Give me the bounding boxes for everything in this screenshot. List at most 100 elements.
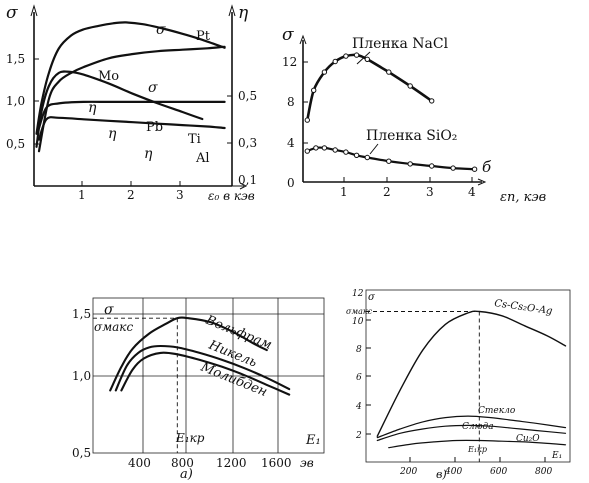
a1-label-pt-sigma: σ <box>156 22 166 38</box>
b2-curves <box>366 310 567 462</box>
a1-label-al-eta: η <box>144 146 153 162</box>
b1-x-arrow-head <box>477 178 487 186</box>
a1-label-pt: Pt <box>196 29 211 44</box>
b1-xtick-3: 4 <box>468 185 476 199</box>
a1-ytick-left-1: 1,0 <box>6 94 25 108</box>
b2-xlabel: E₁ <box>551 451 562 461</box>
b1-point-nacl-0 <box>304 117 310 123</box>
b2-ticks <box>366 319 546 462</box>
b1-point-sio2-1 <box>313 145 319 151</box>
b2-xtick-1: 400 <box>444 467 462 477</box>
a1-right-arrow-head <box>228 4 236 17</box>
b1-point-sio2-8 <box>407 161 413 167</box>
b1-curves <box>304 52 478 172</box>
b1-ytick-1: 4 <box>287 136 295 150</box>
b2-ekr-label: E₁кр <box>467 445 487 454</box>
a1-xtick-2: 3 <box>176 188 184 202</box>
a2-xunit: эв <box>300 456 314 470</box>
a2-ytick-1: 1,0 <box>72 369 91 383</box>
b1-point-sio2-5 <box>353 152 360 159</box>
chart-a2: 0,5 1,0 1,5 400 800 1200 1600 эв E₁ σ σм… <box>72 297 325 482</box>
b2-ytick-0: 2 <box>355 431 362 441</box>
b1-ticks <box>303 61 473 182</box>
b2-ylabel: σ <box>368 292 376 303</box>
a1-curve-al <box>37 116 226 141</box>
a2-xtick-3: 1600 <box>261 456 292 470</box>
chart-a1: σ η 0,5 1,0 1,5 0,1 0,3 0,5 1 2 3 ε₀ в к… <box>6 3 257 203</box>
a2-curve-molybdenum <box>120 351 291 396</box>
b2-ytick-5: 12 <box>352 289 364 299</box>
b1-panel-label: б <box>482 158 492 176</box>
a1-xtick-1: 2 <box>127 188 135 202</box>
b1-point-sio2-11 <box>471 166 478 172</box>
b2-curve-mica <box>376 424 567 442</box>
b1-label-sio2: Пленка SiO₂ <box>366 128 457 144</box>
b1-point-sio2-2 <box>321 145 328 151</box>
a2-xtick-0: 400 <box>128 456 151 470</box>
b1-leader-sio2 <box>369 143 379 155</box>
a2-ytick-0: 0,5 <box>72 446 91 460</box>
a1-curve-ti <box>37 100 226 130</box>
b2-label-mica: Слюда <box>462 422 494 432</box>
a2-label-molybdenum: Молибден <box>198 359 270 400</box>
a1-ytick-right-1: 0,3 <box>238 136 257 150</box>
b1-ylabel: σ <box>282 25 294 45</box>
a1-ticks <box>34 58 232 186</box>
a1-label-mo-sigma: σ <box>148 80 158 96</box>
a1-label-pb-eta: η <box>88 100 97 116</box>
a2-frame <box>92 297 325 454</box>
b1-point-nacl-8 <box>407 83 413 89</box>
b1-xtick-2: 3 <box>426 185 434 199</box>
a2-xtick-1: 800 <box>171 456 194 470</box>
a1-curve-pb <box>37 45 226 153</box>
a2-sigma-label: σ <box>104 302 114 318</box>
b1-point-nacl-1 <box>311 87 317 94</box>
a1-ylabel-right: η <box>238 3 249 23</box>
a1-ytick-left-0: 0,5 <box>6 137 25 151</box>
a1-label-al: Al <box>195 151 210 166</box>
b1-point-sio2-10 <box>450 165 456 171</box>
a1-ytick-left-2: 1,5 <box>6 52 25 66</box>
a2-panel-label: а) <box>180 467 193 482</box>
a1-ytick-right-0: 0,1 <box>238 173 257 187</box>
b2-xtick-2: 600 <box>490 467 507 477</box>
a1-curves <box>35 21 226 153</box>
a1-xlabel: ε₀ в кэв <box>208 189 255 203</box>
a1-ylabel-left: σ <box>6 3 18 23</box>
a1-ytick-right-2: 0,5 <box>238 89 257 103</box>
b2-ymax-label: σмакс <box>346 307 373 316</box>
b1-point-sio2-9 <box>429 163 435 169</box>
a1-x-arrow-head <box>239 182 248 190</box>
b2-curve-glass <box>376 415 567 439</box>
b2-xtick-3: 800 <box>535 467 552 477</box>
b2-ytick-3: 8 <box>356 345 362 355</box>
b1-y-arrow-head <box>299 34 307 45</box>
b1-ytick-0: 0 <box>287 176 295 190</box>
b1-point-sio2-0 <box>304 148 310 154</box>
chart-b1: σ 0 4 8 12 1 2 3 4 εп, кэв Пленка NaCl П… <box>282 25 546 205</box>
a1-y-arrow-head <box>30 4 38 17</box>
b1-point-nacl-2 <box>321 69 328 75</box>
b1-point-sio2-4 <box>343 149 349 155</box>
b1-point-sio2-6 <box>364 154 370 161</box>
b1-curve-nacl <box>306 53 433 122</box>
b1-xtick-0: 1 <box>340 185 348 199</box>
a1-xtick-0: 1 <box>78 188 86 202</box>
b1-point-nacl-9 <box>429 98 435 104</box>
b1-point-nacl-7 <box>386 69 392 75</box>
a2-xtick-2: 1200 <box>216 456 247 470</box>
a2-curves <box>93 316 291 453</box>
b1-xlabel: εп, кэв <box>500 190 546 205</box>
b2-xtick-0: 200 <box>399 467 417 477</box>
b2-ytick-4: 10 <box>352 317 364 327</box>
b1-point-nacl-5 <box>353 52 360 58</box>
a2-ekr-label: E₁кр <box>175 431 205 445</box>
b2-curve-cs-cs2o-ag <box>376 310 567 437</box>
b1-curve-sio2 <box>306 146 476 171</box>
a2-ylabel: σмакс <box>94 320 133 334</box>
a2-ytick-2: 1,5 <box>72 307 91 321</box>
b2-label-glass: Стекло <box>478 406 516 416</box>
b1-point-nacl-6 <box>364 56 370 62</box>
b2-ytick-2: 6 <box>356 373 362 383</box>
